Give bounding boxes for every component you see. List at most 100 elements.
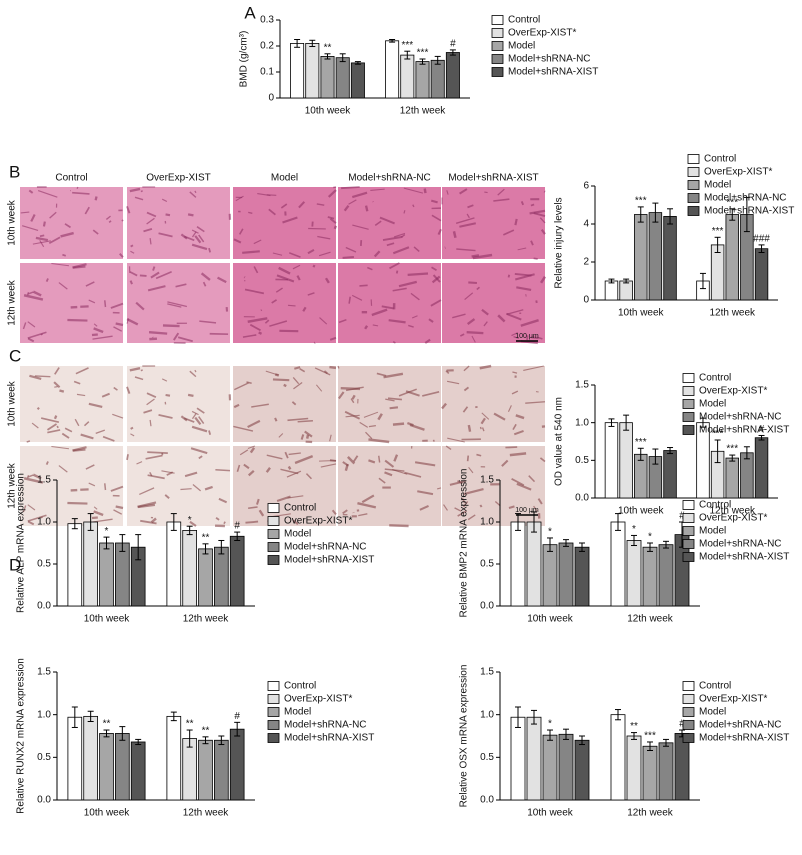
- tissue-streak: [484, 192, 487, 193]
- tissue-streak: [289, 466, 291, 469]
- tissue-streak: [349, 297, 350, 304]
- legend-label: Control: [284, 503, 316, 514]
- legend-swatch: [683, 527, 694, 536]
- tissue-streak: [341, 187, 360, 188]
- tissue-streak: [122, 220, 123, 221]
- significance-label: *: [648, 532, 652, 543]
- y-tick-label: 0.0: [37, 795, 51, 806]
- tissue-streak: [333, 187, 336, 188]
- bar: [214, 740, 228, 800]
- y-tick-label: 0.3: [260, 15, 274, 26]
- significance-label: ***: [644, 731, 656, 742]
- tissue-streak: [329, 367, 336, 368]
- histology-image: [442, 446, 545, 526]
- legend-swatch: [683, 400, 694, 409]
- tissue-streak: [153, 267, 154, 271]
- bar: [131, 742, 145, 800]
- bar: [183, 739, 197, 800]
- bar: [559, 734, 573, 800]
- legend-label: Model: [284, 529, 311, 540]
- legend-label: Model: [699, 399, 726, 410]
- legend-swatch: [268, 682, 279, 691]
- significance-label: **: [324, 42, 332, 53]
- tissue-streak: [248, 212, 252, 213]
- tissue-streak: [259, 332, 262, 333]
- image-column-label: Model+shRNA-XIST: [448, 173, 538, 184]
- tissue-streak: [77, 187, 78, 189]
- bar: [664, 216, 677, 300]
- legend-label: Model+shRNA-XIST: [699, 552, 789, 563]
- bar: [605, 423, 618, 498]
- y-axis-label: Relative RUNX2 mRNA expression: [16, 658, 27, 814]
- tissue-streak: [366, 206, 367, 212]
- legend-swatch: [492, 55, 503, 64]
- bar: [605, 281, 618, 300]
- tissue-streak: [476, 455, 481, 456]
- bar: [649, 213, 662, 300]
- x-tick-label: 12th week: [183, 808, 230, 819]
- y-tick-label: 1.5: [480, 667, 494, 678]
- y-tick-label: 0.0: [37, 601, 51, 612]
- y-tick-label: 0: [268, 93, 274, 104]
- significance-label: *: [632, 524, 636, 535]
- tissue-streak: [188, 395, 193, 396]
- significance-label: *: [105, 526, 109, 537]
- tissue-streak: [245, 522, 258, 523]
- x-tick-label: 10th week: [305, 106, 352, 117]
- y-axis-label: OD value at 540 nm: [554, 397, 565, 486]
- legend-label: Control: [284, 681, 316, 692]
- legend-label: Model+shRNA-XIST: [284, 555, 374, 566]
- bar: [620, 281, 633, 300]
- tissue-streak: [365, 326, 367, 329]
- tissue-streak: [505, 447, 517, 448]
- tissue-streak: [480, 505, 482, 506]
- image-column-label: Control: [55, 173, 87, 184]
- bar: [183, 530, 197, 606]
- legend-swatch: [688, 155, 699, 164]
- tissue-streak: [433, 440, 434, 441]
- tissue-streak: [393, 424, 404, 425]
- tissue-streak: [515, 219, 516, 225]
- bar: [230, 729, 244, 800]
- x-tick-label: 10th week: [84, 614, 131, 625]
- legend-swatch: [268, 504, 279, 513]
- tissue-streak: [534, 258, 538, 259]
- legend-swatch: [492, 29, 503, 38]
- bar: [527, 522, 541, 606]
- bar: [336, 58, 349, 98]
- histology-image: [233, 446, 336, 526]
- significance-label: ***: [726, 444, 738, 455]
- y-tick-label: 4: [583, 219, 589, 230]
- tissue-streak: [275, 418, 276, 421]
- tissue-streak: [294, 367, 300, 369]
- tissue-streak: [92, 334, 98, 335]
- bar: [446, 53, 459, 99]
- x-tick-label: 10th week: [527, 614, 574, 625]
- tissue-streak: [531, 204, 534, 205]
- image-column-label: Model+shRNA-NC: [348, 173, 431, 184]
- y-tick-label: 0.0: [480, 795, 494, 806]
- significance-label: **: [202, 532, 210, 543]
- tissue-streak: [379, 456, 380, 463]
- y-tick-label: 0: [583, 295, 589, 306]
- bar: [167, 716, 181, 800]
- tissue-streak: [40, 235, 44, 236]
- legend-label: Model+shRNA-XIST: [284, 733, 374, 744]
- legend-swatch: [683, 514, 694, 523]
- x-tick-label: 12th week: [627, 808, 674, 819]
- tissue-streak: [140, 275, 147, 276]
- legend-swatch: [683, 695, 694, 704]
- tissue-streak: [359, 285, 367, 286]
- tissue-streak: [55, 416, 56, 419]
- bar: [511, 522, 525, 606]
- tissue-streak: [469, 425, 470, 432]
- tissue-streak: [544, 191, 545, 192]
- tissue-streak: [57, 426, 58, 428]
- bar: [527, 717, 541, 800]
- bar: [167, 522, 181, 606]
- y-tick-label: 0.2: [260, 41, 274, 52]
- significance-label: *: [188, 515, 192, 526]
- legend-label: Model: [699, 707, 726, 718]
- legend-swatch: [492, 16, 503, 25]
